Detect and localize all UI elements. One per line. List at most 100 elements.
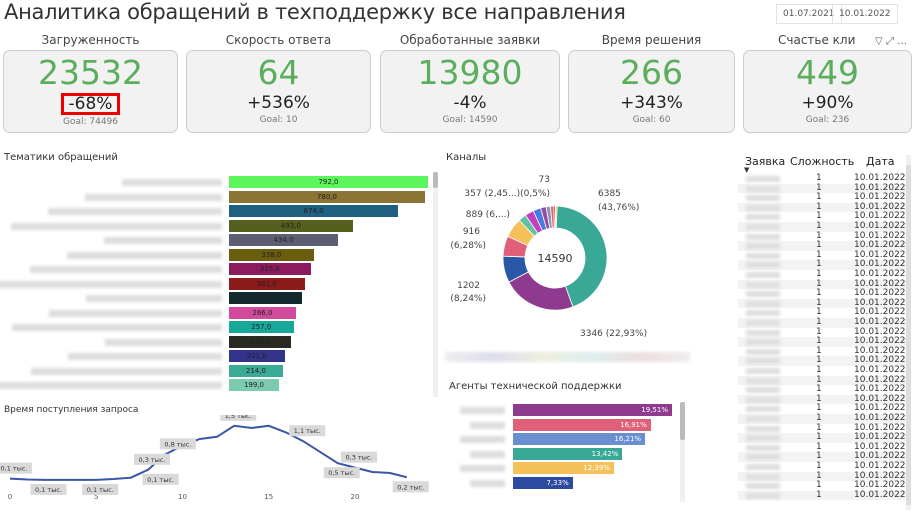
- request-cell: [746, 435, 780, 442]
- topic-bar[interactable]: 291,0: [229, 292, 303, 304]
- agent-label: [460, 465, 505, 472]
- more-options-icon[interactable]: …: [897, 36, 908, 47]
- agents-scrollbar[interactable]: [680, 402, 685, 502]
- topic-bar[interactable]: 493,0: [229, 219, 353, 232]
- topic-bar[interactable]: 325,0: [229, 263, 311, 275]
- table-row[interactable]: 1 10.01.2022: [738, 231, 906, 242]
- agent-bar[interactable]: 16,21%: [513, 433, 646, 445]
- col-header-date[interactable]: Дата: [866, 155, 895, 168]
- table-row[interactable]: 1 10.01.2022: [738, 241, 906, 251]
- kpi-value: 449: [796, 53, 859, 92]
- topic-bar[interactable]: 221,0: [229, 350, 285, 362]
- kpi-card[interactable]: 23532 -68% Goal: 74496: [3, 50, 178, 133]
- table-row[interactable]: 1 10.01.2022: [738, 289, 906, 299]
- table-row[interactable]: 1 10.01.2022: [738, 260, 906, 270]
- agent-bar[interactable]: 7,33%: [513, 476, 573, 489]
- kpi-delta: +343%: [620, 93, 683, 113]
- date-from-field[interactable]: 01.07.2021: [776, 4, 842, 24]
- table-row[interactable]: 1 10.01.2022: [738, 317, 906, 328]
- table-row[interactable]: 1 10.01.2022: [738, 365, 906, 376]
- table-row[interactable]: 1 10.01.2022: [738, 269, 906, 280]
- complexity-cell: 1: [816, 345, 822, 356]
- table-row[interactable]: 1 10.01.2022: [738, 327, 906, 338]
- kpi-card[interactable]: 64 +536% Goal: 10: [186, 50, 371, 133]
- table-row[interactable]: 1 10.01.2022: [738, 212, 906, 222]
- complexity-cell: 1: [816, 240, 822, 251]
- table-row[interactable]: 1 10.01.2022: [738, 471, 906, 482]
- topic-bar[interactable]: 674,0: [229, 205, 399, 217]
- table-row[interactable]: 1 10.01.2022: [738, 433, 906, 443]
- topic-bar[interactable]: 434,0: [229, 234, 339, 246]
- table-row[interactable]: 1 10.01.2022: [738, 337, 906, 347]
- table-row[interactable]: 1 10.01.2022: [738, 385, 906, 395]
- kpi-title: Скорость ответа: [225, 33, 332, 47]
- date-cell: 10.01.2022: [854, 355, 906, 366]
- data-label: 0,1 тыс.: [87, 486, 114, 494]
- agent-bar[interactable]: 12,39%: [513, 462, 614, 474]
- donut-slice[interactable]: [508, 271, 574, 311]
- table-row[interactable]: 1 10.01.2022: [738, 193, 906, 203]
- request-cell: [746, 416, 780, 422]
- table-row[interactable]: 1 10.01.2022: [738, 375, 906, 386]
- table-row[interactable]: 1 10.01.2022: [738, 404, 906, 414]
- kpi-card[interactable]: 449 +90% Goal: 236: [743, 50, 912, 133]
- table-row[interactable]: 1 10.01.2022: [738, 202, 906, 213]
- topic-bar[interactable]: 780,0: [229, 190, 425, 203]
- topic-bar[interactable]: 199,0: [229, 379, 279, 391]
- table-row[interactable]: 1 10.01.2022: [738, 452, 906, 462]
- topic-bar[interactable]: 301,0: [229, 277, 305, 290]
- topic-bar[interactable]: 247,0: [229, 335, 292, 348]
- data-label-bg: [392, 481, 429, 493]
- agent-bar[interactable]: 13,42%: [513, 447, 623, 460]
- table-row[interactable]: 1 10.01.2022: [738, 182, 906, 194]
- topic-bar[interactable]: 338,0: [229, 248, 314, 261]
- table-row[interactable]: 1 10.01.2022: [738, 221, 906, 232]
- channels-legend[interactable]: [445, 352, 690, 362]
- date-cell: 10.01.2022: [854, 278, 906, 289]
- date-cell: 10.01.2022: [854, 249, 906, 260]
- table-row[interactable]: 1 10.01.2022: [738, 356, 906, 366]
- col-header-request[interactable]: Заявка: [745, 155, 786, 168]
- table-row[interactable]: 1 10.01.2022: [738, 413, 906, 424]
- data-label-bg: [159, 438, 196, 450]
- sort-desc-icon[interactable]: ▼: [744, 166, 750, 174]
- topics-scrollbar[interactable]: [433, 172, 438, 397]
- table-row[interactable]: 1 10.01.2022: [738, 298, 906, 309]
- table-row[interactable]: 1 10.01.2022: [738, 394, 906, 405]
- agent-label: [460, 407, 505, 414]
- date-to-field[interactable]: 10.01.2022: [832, 4, 898, 24]
- kpi-card[interactable]: 13980 -4% Goal: 14590: [380, 50, 560, 133]
- table-row[interactable]: 1 10.01.2022: [738, 249, 906, 261]
- table-row[interactable]: 1 10.01.2022: [738, 490, 906, 501]
- date-cell: 10.01.2022: [854, 384, 906, 395]
- donut-slice[interactable]: [554, 205, 558, 229]
- topic-bar[interactable]: 257,0: [229, 321, 294, 333]
- col-header-complexity[interactable]: Сложность: [790, 155, 855, 168]
- donut-slice[interactable]: [555, 205, 608, 308]
- agent-bar[interactable]: 19,51%: [513, 404, 672, 416]
- topic-bar[interactable]: 214,0: [229, 364, 283, 377]
- topic-bar[interactable]: 792,0: [229, 176, 428, 188]
- table-row[interactable]: 1 10.01.2022: [738, 461, 906, 472]
- date-cell: 10.01.2022: [854, 403, 906, 414]
- table-row[interactable]: 1 10.01.2022: [738, 278, 906, 290]
- table-row[interactable]: 1 10.01.2022: [738, 173, 906, 184]
- kpi-goal: Goal: 74496: [62, 117, 119, 127]
- table-row[interactable]: 1 10.01.2022: [738, 308, 906, 318]
- data-label: 0,3 тыс.: [139, 456, 166, 464]
- table-row[interactable]: 1 10.01.2022: [738, 423, 906, 434]
- topic-label: [0, 382, 222, 389]
- complexity-cell: 1: [816, 182, 822, 193]
- table-row[interactable]: 1 10.01.2022: [738, 442, 906, 453]
- table-row[interactable]: 1 10.01.2022: [738, 481, 906, 491]
- date-cell: 10.01.2022: [854, 182, 906, 193]
- filter-icon[interactable]: ▽: [875, 36, 883, 47]
- table-scrollbar[interactable]: [906, 155, 911, 510]
- request-cell: [746, 329, 780, 336]
- table-row[interactable]: 1 10.01.2022: [738, 345, 906, 357]
- kpi-card[interactable]: 266 +343% Goal: 60: [568, 50, 735, 133]
- agent-bar[interactable]: 16,91%: [513, 418, 651, 431]
- topic-bar[interactable]: 266,0: [229, 306, 296, 319]
- topic-label: [30, 266, 222, 273]
- focus-mode-icon[interactable]: ⤢: [885, 36, 894, 47]
